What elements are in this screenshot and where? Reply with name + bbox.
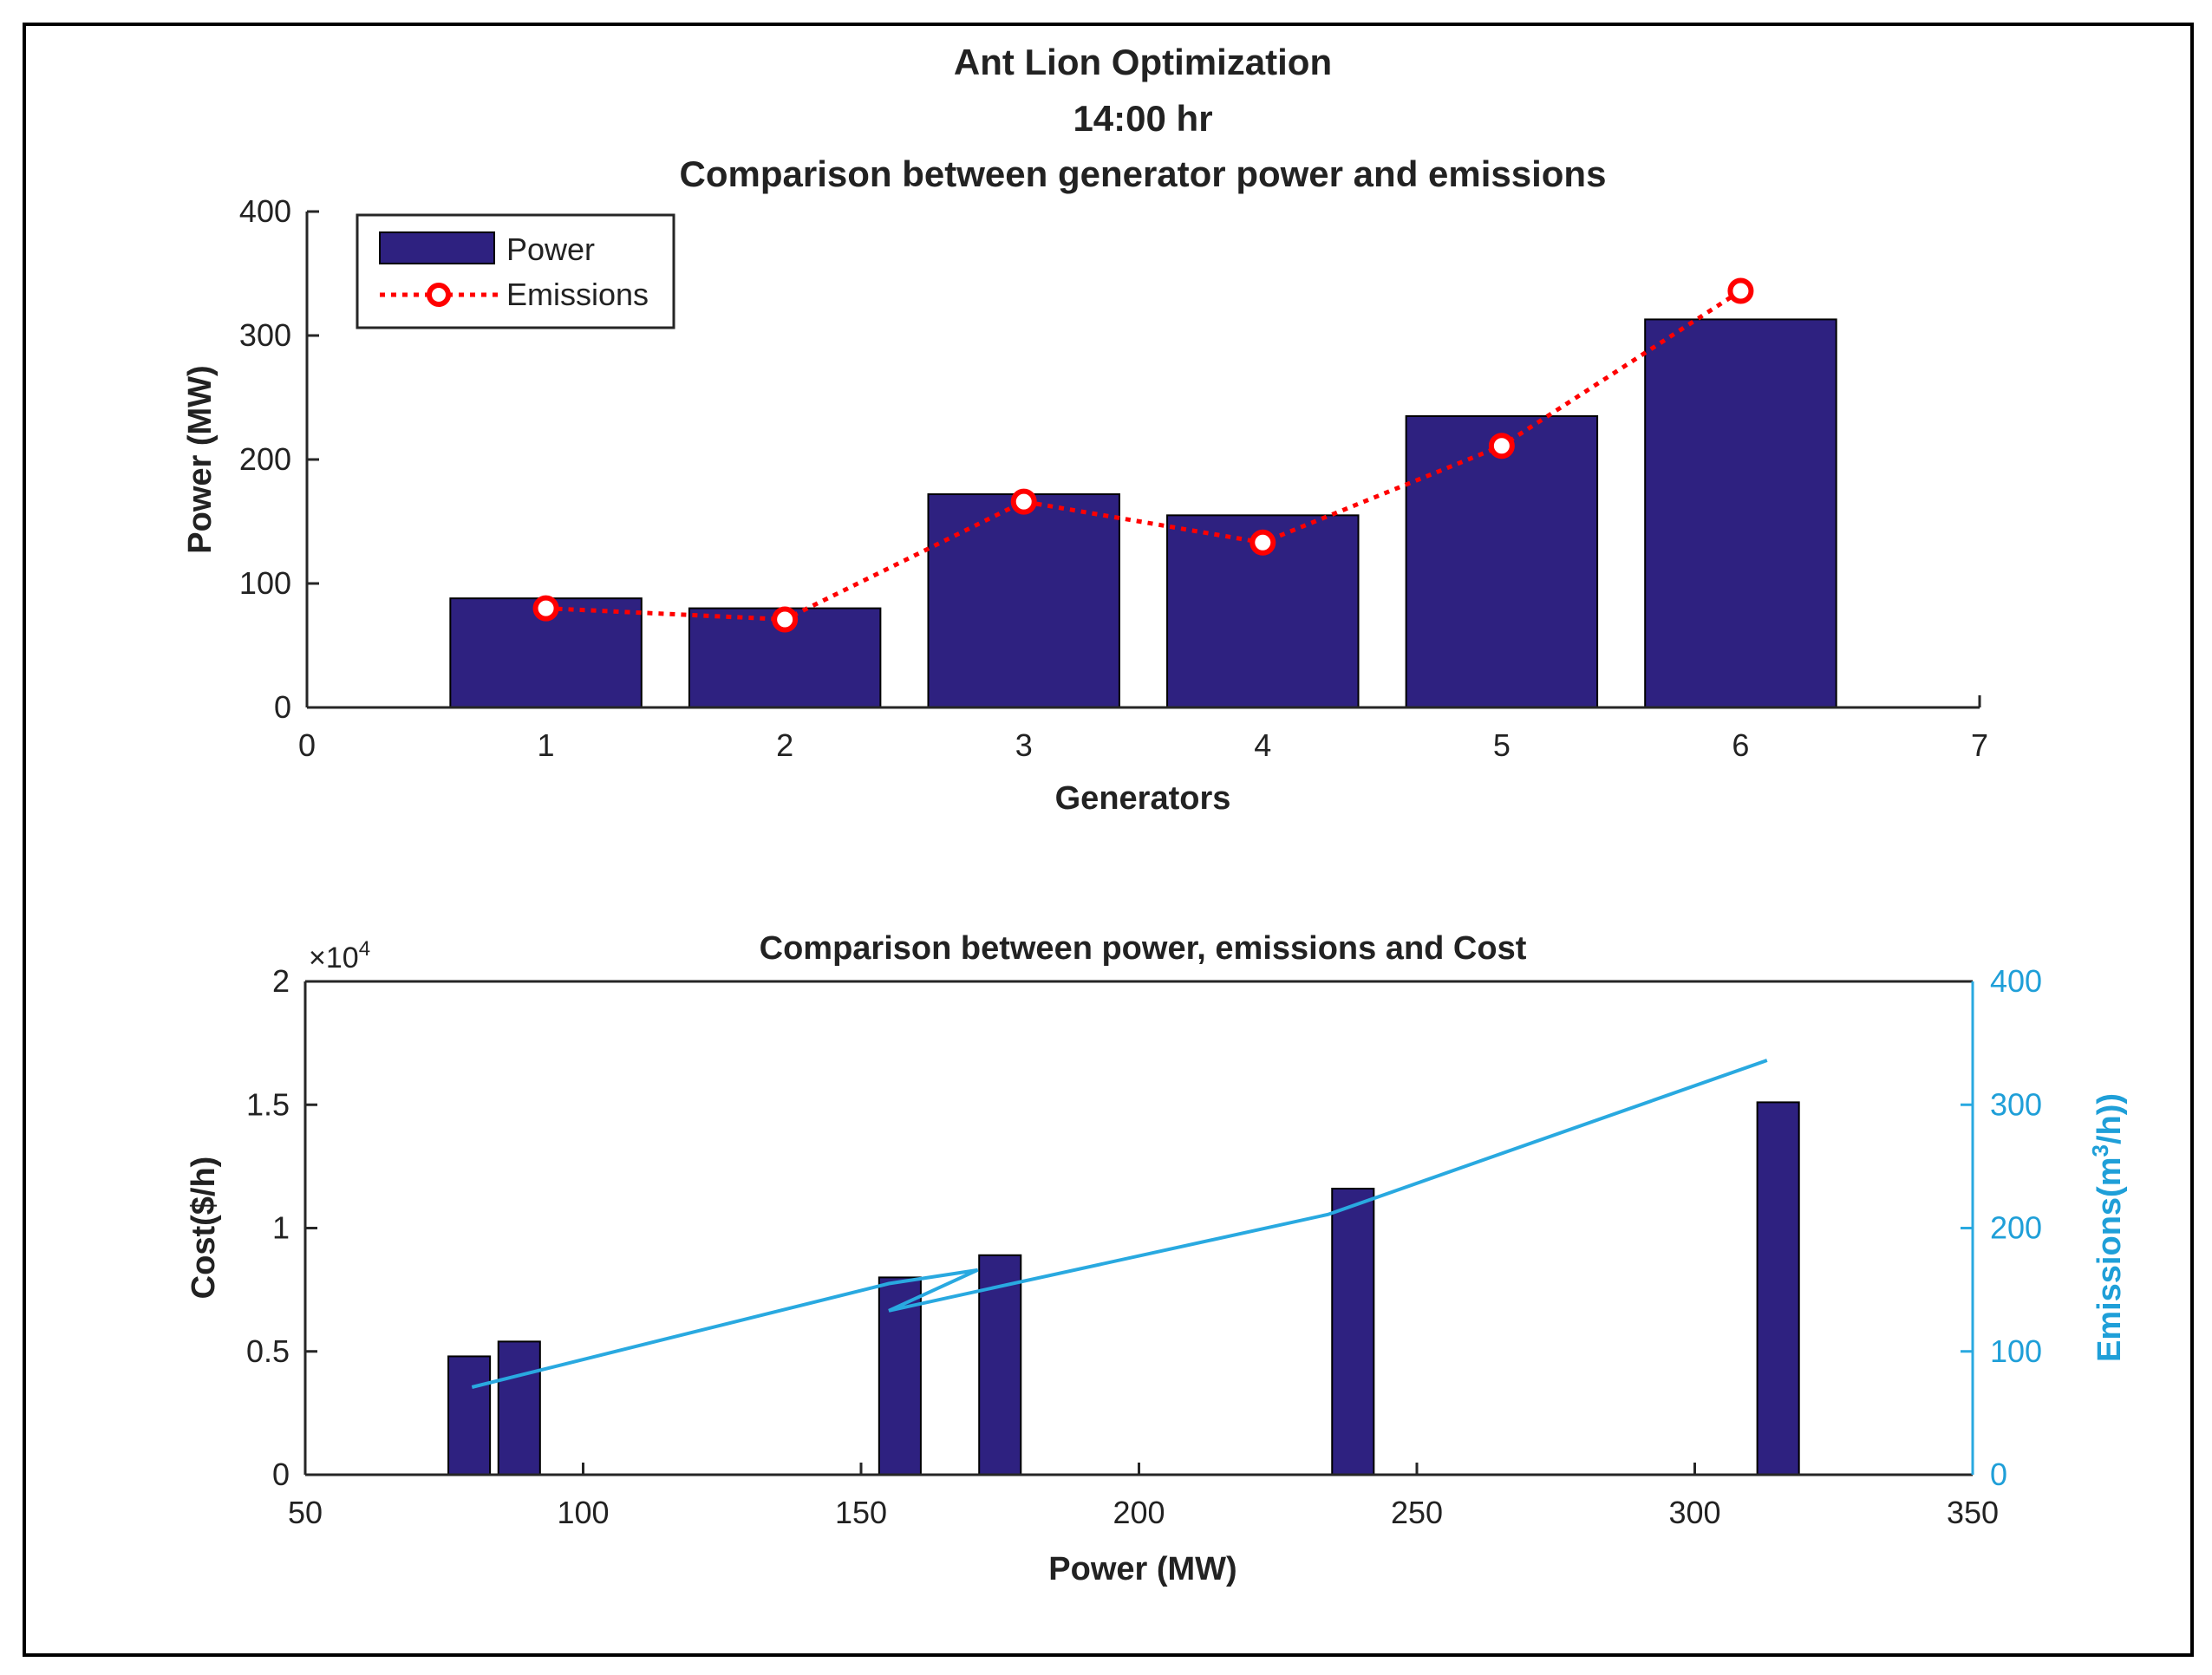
top-x-tick-label: 7 <box>1971 727 1988 763</box>
top-x-tick-label: 5 <box>1493 727 1511 763</box>
bottom-x-tick-label: 300 <box>1668 1495 1720 1530</box>
power-bar <box>1644 318 1837 708</box>
top-x-tick-label: 2 <box>776 727 793 763</box>
emissions-marker <box>772 606 799 633</box>
bottom-x-tick-label: 150 <box>835 1495 887 1530</box>
top-emissions-line <box>545 289 1742 622</box>
top-x-tick-label: 6 <box>1732 727 1749 763</box>
emissions-marker <box>532 595 559 622</box>
top-y-tick-label: 400 <box>239 193 291 229</box>
bottom-right-y-tick-label: 100 <box>1990 1333 2042 1369</box>
bottom-emissions-line <box>471 1059 1768 1389</box>
power-bar <box>927 493 1120 708</box>
top-y-tick-label: 300 <box>239 317 291 353</box>
top-x-tick-label: 3 <box>1015 727 1033 763</box>
bottom-exponent-label: ×104 <box>309 937 370 974</box>
top-title-line-1: Ant Lion Optimization <box>954 42 1332 82</box>
top-y-tick-labels: 0 100 200 300 400 <box>239 193 319 725</box>
bottom-title: Comparison between power, emissions and … <box>760 930 1527 967</box>
top-y-tick-label: 100 <box>239 565 291 601</box>
right-label-main: Emissions(m <box>2091 1157 2128 1363</box>
bottom-left-y-tick-label: 0.5 <box>246 1333 290 1369</box>
top-y-axis-label: Power (MW) <box>182 365 219 553</box>
bottom-left-y-tick-labels: 0 0.5 1 1.5 2 <box>246 963 317 1492</box>
legend-emissions-marker <box>427 283 451 307</box>
top-emissions-markers <box>532 277 1754 633</box>
bottom-x-tick-label: 100 <box>557 1495 609 1530</box>
legend-power-label: Power <box>506 231 595 267</box>
cost-bar <box>978 1254 1022 1476</box>
bottom-left-y-tick-label: 1 <box>272 1210 290 1246</box>
bottom-right-y-tick-labels: 0 100 200 300 400 <box>1961 963 2042 1492</box>
bottom-left-y-tick-label: 0 <box>272 1457 290 1492</box>
bottom-left-y-tick-label: 1.5 <box>246 1086 290 1122</box>
top-y-tick-label: 0 <box>274 689 291 725</box>
power-bar <box>1405 414 1599 708</box>
bottom-right-y-tick-label: 0 <box>1990 1457 2007 1492</box>
bottom-left-y-axis-label: Cost($/h) <box>186 1157 222 1300</box>
cost-bar <box>447 1355 492 1476</box>
top-x-axis-label: Generators <box>1055 780 1231 817</box>
bottom-x-tick-label: 350 <box>1947 1495 1999 1530</box>
cost-bar <box>497 1340 541 1476</box>
top-y-tick-label: 200 <box>239 441 291 477</box>
top-x-tick-label: 1 <box>538 727 555 763</box>
bottom-exponent-base: ×10 <box>309 942 359 974</box>
emissions-marker <box>1250 529 1276 556</box>
bottom-exponent-power: 4 <box>359 937 370 961</box>
emissions-marker <box>1727 277 1754 304</box>
bottom-x-tick-label: 250 <box>1391 1495 1443 1530</box>
right-label-tail: /h)) <box>2091 1093 2128 1144</box>
top-x-tick-label: 4 <box>1254 727 1271 763</box>
bottom-x-tick-label: 50 <box>288 1495 323 1530</box>
figure-border <box>23 23 2194 1657</box>
bottom-cost-bars <box>447 1101 1800 1476</box>
cost-bar <box>1756 1101 1800 1476</box>
right-label-sup: 3 <box>2087 1144 2113 1157</box>
bottom-right-y-axis-label: Emissions(m3/h)) <box>2087 1093 2128 1362</box>
top-legend: Power Emissions <box>356 213 675 329</box>
cost-bar <box>878 1276 922 1476</box>
emissions-marker <box>1010 488 1037 515</box>
bottom-right-y-tick-label: 200 <box>1990 1210 2042 1246</box>
top-x-tick-label: 0 <box>298 727 316 763</box>
cost-bar <box>1331 1187 1375 1476</box>
top-title-line-2: 14:00 hr <box>1073 98 1212 139</box>
bottom-x-tick-label: 200 <box>1113 1495 1165 1530</box>
bottom-x-axis-label: Power (MW) <box>1048 1551 1237 1587</box>
legend-emissions-label: Emissions <box>506 277 649 312</box>
bottom-chart: Comparison between power, emissions and … <box>186 930 2128 1587</box>
top-chart: Ant Lion Optimization 14:00 hr Compariso… <box>182 42 1988 817</box>
legend-power-swatch <box>379 231 495 264</box>
bottom-right-y-tick-label: 300 <box>1990 1086 2042 1122</box>
bottom-x-tick-labels: 50 100 150 200 250 300 350 <box>288 1463 1999 1530</box>
bottom-right-y-tick-label: 400 <box>1990 963 2042 999</box>
top-title-line-3: Comparison between generator power and e… <box>680 153 1607 194</box>
emissions-marker <box>1488 433 1515 459</box>
top-power-bars <box>449 318 1837 708</box>
bottom-left-y-tick-label: 2 <box>272 963 290 999</box>
